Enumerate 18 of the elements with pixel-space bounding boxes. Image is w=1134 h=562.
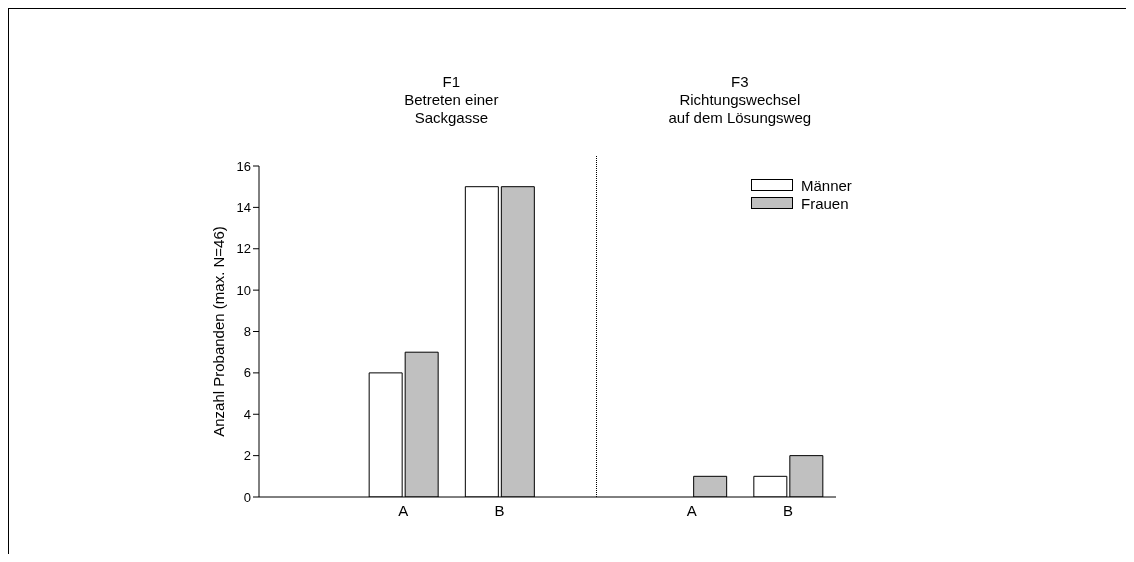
x-tick-label: A <box>686 501 697 519</box>
x-tick-label: B <box>494 501 505 519</box>
text: F3 Richtungswechsel auf dem Lösungsweg <box>667 73 813 127</box>
y-axis-title: Anzahl Probanden (max. N=46) <box>210 226 228 437</box>
y-tick-label: 8 <box>243 324 251 340</box>
x-tick-label: B <box>782 501 793 519</box>
y-tick-label: 14 <box>236 199 251 215</box>
y-tick-label: 2 <box>243 448 251 464</box>
legend-label: Männer <box>801 176 852 194</box>
y-tick-label: 6 <box>243 365 251 381</box>
y-tick-label: 4 <box>243 406 251 422</box>
legend-label: Frauen <box>801 194 849 212</box>
text: F1 Betreten einer Sackgasse <box>403 73 500 127</box>
y-tick-label: 12 <box>236 241 251 257</box>
y-tick-label: 0 <box>243 489 251 505</box>
x-tick-label: A <box>398 501 409 519</box>
y-tick-label: 16 <box>236 158 251 174</box>
y-tick-label: 10 <box>236 282 251 298</box>
